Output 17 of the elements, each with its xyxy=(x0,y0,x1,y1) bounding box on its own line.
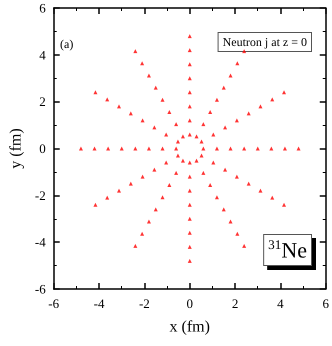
y-axis-title: y (fm) xyxy=(8,128,24,169)
y-tick-label: 0 xyxy=(39,141,46,156)
x-axis-title: x (fm) xyxy=(170,318,210,336)
x-tick-label: 2 xyxy=(232,296,238,311)
x-tick-label: 0 xyxy=(186,296,193,311)
x-tick-label: -4 xyxy=(94,296,105,311)
y-tick-label: -4 xyxy=(34,234,46,250)
y-tick-label: -6 xyxy=(34,282,46,296)
x-tick-label: -2 xyxy=(138,296,150,311)
y-tick-label: 4 xyxy=(39,47,46,62)
x-tick-label: 6 xyxy=(322,296,330,311)
y-tick-label: -2 xyxy=(34,188,46,203)
annotation: (a) xyxy=(60,37,74,51)
y-tick-label: 2 xyxy=(39,94,46,110)
x-tick-label: 4 xyxy=(277,296,284,311)
annotation: Neutron j at z = 0 xyxy=(222,35,308,49)
y-tick-label: 6 xyxy=(39,0,46,16)
